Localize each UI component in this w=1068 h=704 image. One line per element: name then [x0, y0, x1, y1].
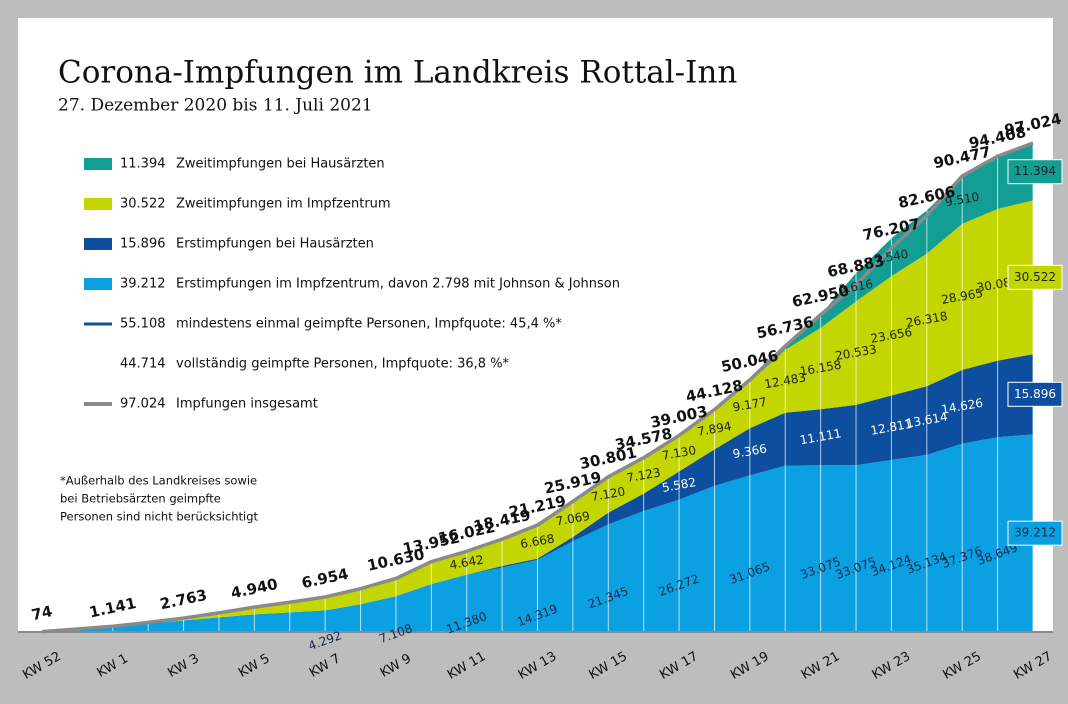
x-tick-label: KW 11	[445, 649, 489, 683]
legend-number: 55.108	[120, 317, 166, 332]
x-tick-label: KW 19	[728, 649, 772, 683]
x-tick-label: KW 9	[378, 651, 414, 681]
segment-label: 7.120	[590, 484, 626, 504]
x-tick-label: KW 27	[1011, 649, 1055, 683]
footnote: bei Betriebsärzten geimpfte	[60, 492, 221, 506]
legend-swatch	[84, 238, 112, 250]
legend-number: 11.394	[120, 157, 166, 172]
chart-title: Corona-Impfungen im Landkreis Rottal-Inn	[58, 55, 737, 91]
legend-swatch	[84, 158, 112, 170]
segment-label: 5.582	[661, 475, 697, 495]
x-tick-label: KW 15	[587, 649, 631, 683]
x-tick-label: KW 17	[657, 649, 701, 683]
total-line	[41, 141, 1034, 634]
legend-number: 44.714	[120, 357, 166, 372]
segment-label: 9.177	[732, 395, 768, 415]
footnote: *Außerhalb des Landkreises sowie	[60, 474, 257, 488]
end-label: 11.394	[1014, 164, 1056, 178]
x-tick-label: KW 21	[799, 649, 843, 683]
legend-label: vollständig geimpfte Personen, Impfquote…	[176, 357, 510, 372]
legend-number: 97.024	[120, 397, 166, 412]
legend-label: Erstimpfungen bei Hausärzten	[176, 237, 374, 252]
legend-label: mindestens einmal geimpfte Personen, Imp…	[176, 317, 562, 332]
footnote: Personen sind nicht berücksichtigt	[60, 510, 259, 524]
legend-label: Erstimpfungen im Impfzentrum, davon 2.79…	[176, 277, 620, 292]
segment-label: 7.069	[555, 509, 591, 529]
segment-label: 4.642	[448, 553, 484, 573]
segment-label: 9.366	[732, 441, 768, 461]
legend-number: 30.522	[120, 197, 166, 212]
x-tick-label: KW 7	[307, 651, 343, 681]
legend-label: Zweitimpfungen bei Hausärzten	[176, 157, 385, 172]
total-label: 74	[30, 602, 54, 624]
legend-swatch	[84, 198, 112, 210]
segment-label: 5.616	[838, 277, 874, 297]
x-tick-label: KW 25	[940, 649, 984, 683]
end-box	[1007, 381, 1063, 407]
segment-label: 7.894	[696, 419, 732, 439]
legend: 11.394 Zweitimpfungen bei Hausärzten 30.52…	[60, 157, 620, 524]
legend-label: Zweitimpfungen im Impfzentrum	[176, 197, 391, 212]
x-tick-label: KW 52	[20, 649, 64, 683]
end-label: 39.212	[1014, 526, 1056, 540]
x-tick-label: KW 1	[95, 651, 131, 681]
segment-label: 9.510	[944, 190, 980, 210]
end-box	[1007, 159, 1063, 185]
end-box	[1007, 520, 1063, 546]
x-tick-label: KW 3	[165, 651, 201, 681]
x-tick-label: KW 5	[236, 651, 272, 681]
legend-number: 39.212	[120, 277, 166, 292]
end-label: 15.896	[1014, 387, 1056, 401]
x-tick-label: KW 23	[870, 649, 914, 683]
chart-subtitle: 27. Dezember 2020 bis 11. Juli 2021	[58, 96, 373, 116]
segment-label: 7.130	[661, 443, 697, 463]
legend-swatch	[84, 278, 112, 290]
end-box	[1007, 264, 1063, 290]
legend-number: 15.896	[120, 237, 166, 252]
segment-label: 7.540	[873, 247, 909, 267]
end-label: 30.522	[1014, 270, 1056, 284]
segment-label: 7.123	[625, 465, 661, 485]
legend-label: Impfungen insgesamt	[176, 397, 318, 412]
x-tick-label: KW 13	[516, 649, 560, 683]
segment-label: 6.668	[519, 531, 555, 551]
